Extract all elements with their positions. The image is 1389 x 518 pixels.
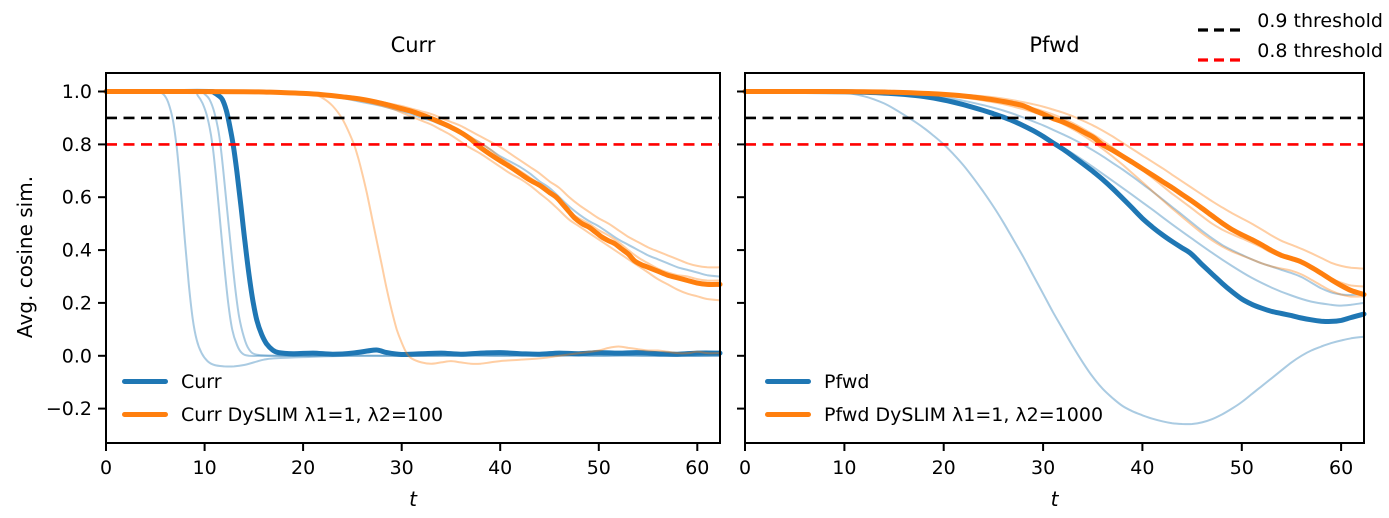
- x-tick-label: 0: [100, 457, 112, 479]
- series-curr-dyslim-seed-crash: [105, 90, 721, 365]
- x-tick-label: 10: [193, 457, 217, 479]
- threshold-legend-item-09: 0.9 threshold: [1197, 6, 1383, 36]
- series-pfwd-seed-3: [744, 90, 1365, 307]
- axes-spines: [744, 72, 1365, 444]
- y-axis-label: Avg. cosine sim.: [13, 175, 37, 339]
- legend-label-pfwd: Pfwd: [824, 370, 870, 393]
- series-pfwd-dyslim-seed-up: [744, 90, 1365, 270]
- series-pfwd-dyslim-mean: [742, 88, 1367, 297]
- x-tick-label: 60: [685, 457, 709, 479]
- series-pfwd-dyslim-seed-low: [744, 90, 1365, 298]
- y-tick-label: 0.0: [62, 345, 92, 367]
- y-tick-label: 0.2: [62, 292, 92, 314]
- legend-label-curr-dyslim: Curr DySLIM λ1=1, λ2=100: [181, 403, 444, 426]
- pfwd-line-swatch: [765, 379, 811, 384]
- y-tick-label: 0.4: [62, 240, 92, 262]
- y-tick-label: 0.6: [62, 187, 92, 209]
- threshold-label-08: 0.8 threshold: [1257, 40, 1383, 62]
- pfwd-dyslim-line-swatch: [765, 412, 811, 417]
- red-dashed-line-swatch: [1197, 48, 1243, 62]
- pfwd-legend: Pfwd Pfwd DySLIM λ1=1, λ2=1000: [765, 365, 1103, 431]
- series-pfwd-seed-2: [744, 90, 1365, 297]
- x-tick-label: 30: [1031, 457, 1055, 479]
- series-pfwd-mean: [742, 89, 1367, 324]
- x-tick-label: 0: [739, 457, 751, 479]
- legend-item-curr: Curr: [122, 365, 443, 398]
- y-tick-label: 0.8: [62, 134, 92, 156]
- threshold-label-09: 0.9 threshold: [1257, 10, 1383, 32]
- series-curr-mean: [103, 88, 723, 358]
- series-curr-seed-1: [105, 90, 721, 368]
- legend-label-pfwd-dyslim: Pfwd DySLIM λ1=1, λ2=1000: [824, 403, 1104, 426]
- series-curr-dyslim-seed-low: [105, 90, 721, 302]
- x-axis-label-curr: t: [409, 487, 417, 511]
- series-pfwd-seed-outlier: [744, 90, 1365, 426]
- chart-title-pfwd: Pfwd: [1029, 33, 1080, 57]
- threshold-legend: 0.9 threshold 0.8 threshold: [1197, 6, 1383, 66]
- dash-swatch-line: [1198, 58, 1243, 62]
- legend-label-curr: Curr: [181, 370, 222, 393]
- series-curr-seed-2: [105, 90, 721, 357]
- axes-spines: [105, 72, 721, 444]
- curr-legend: Curr Curr DySLIM λ1=1, λ2=100: [122, 365, 443, 431]
- x-axis-label-pfwd: t: [1050, 487, 1059, 511]
- legend-item-pfwd: Pfwd: [765, 365, 1103, 398]
- series-curr-dyslim-mean: [103, 88, 723, 287]
- series-curr-seed-3: [105, 90, 721, 357]
- x-tick-label: 30: [390, 457, 414, 479]
- threshold-legend-item-08: 0.8 threshold: [1197, 36, 1383, 66]
- chart-title-curr: Curr: [390, 33, 436, 57]
- x-tick-label: 10: [832, 457, 856, 479]
- y-tick-label: −0.2: [46, 398, 92, 420]
- curr-dyslim-line-swatch: [122, 412, 168, 417]
- x-tick-label: 50: [1230, 457, 1254, 479]
- x-tick-label: 40: [488, 457, 512, 479]
- legend-item-pfwd-dyslim: Pfwd DySLIM λ1=1, λ2=1000: [765, 398, 1103, 431]
- x-tick-label: 40: [1130, 457, 1154, 479]
- dash-swatch-line: [1198, 28, 1243, 32]
- x-tick-label: 60: [1329, 457, 1353, 479]
- x-tick-label: 20: [932, 457, 956, 479]
- x-tick-label: 20: [291, 457, 315, 479]
- curr-line-swatch: [122, 379, 168, 384]
- legend-item-curr-dyslim: Curr DySLIM λ1=1, λ2=100: [122, 398, 443, 431]
- y-tick-label: 1.0: [62, 81, 92, 103]
- black-dashed-line-swatch: [1197, 18, 1243, 32]
- x-tick-label: 50: [587, 457, 611, 479]
